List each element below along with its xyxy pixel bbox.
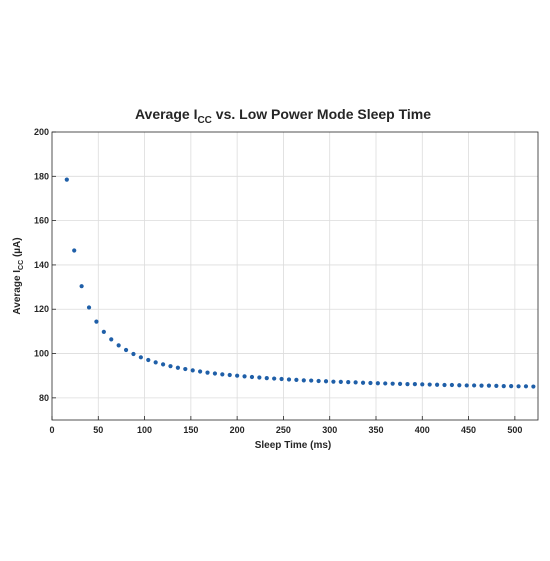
data-point	[153, 360, 158, 365]
y-axis-ticks: 80 100 120 140 160 180 200	[34, 127, 56, 403]
data-point	[235, 373, 240, 378]
x-axis-label: Sleep Time (ms)	[255, 440, 332, 451]
data-point	[338, 379, 343, 384]
data-point	[479, 383, 484, 388]
data-point	[86, 305, 92, 310]
data-point	[397, 381, 403, 386]
data-point	[257, 375, 262, 380]
data-point	[294, 377, 299, 383]
data-point	[472, 383, 477, 388]
y-axis-label: Average ICC (µA)	[12, 237, 25, 314]
y-axis-label-suffix: (µA)	[12, 237, 23, 259]
plot-area-background	[52, 132, 538, 420]
data-point	[205, 370, 210, 375]
data-point	[94, 319, 99, 324]
data-point	[183, 366, 188, 372]
data-point	[131, 351, 136, 357]
y-tick-label: 160	[34, 216, 49, 226]
data-point	[249, 374, 255, 380]
data-point	[375, 381, 380, 386]
data-point	[116, 343, 121, 348]
chart-title: Average ICC vs. Low Power Mode Sleep Tim…	[135, 106, 431, 126]
x-tick-label: 150	[183, 425, 198, 435]
data-point	[272, 376, 277, 381]
x-tick-label: 500	[507, 425, 522, 435]
x-tick-label: 200	[230, 425, 245, 435]
data-point	[501, 384, 506, 389]
data-point	[301, 378, 306, 383]
x-tick-label: 100	[137, 425, 152, 435]
plot-area-border	[51, 131, 539, 421]
y-axis-label-subscript: CC	[18, 260, 25, 270]
data-point	[212, 371, 218, 376]
data-point	[383, 381, 388, 386]
data-point	[353, 380, 358, 385]
data-point	[79, 284, 84, 289]
data-point	[442, 382, 447, 388]
data-point	[242, 374, 247, 379]
data-point	[531, 384, 536, 389]
data-point	[198, 369, 203, 374]
data-point	[509, 384, 514, 389]
x-tick-label: 250	[276, 425, 291, 435]
data-point	[138, 355, 143, 360]
data-point	[146, 357, 151, 363]
data-points	[64, 177, 536, 389]
data-point	[160, 362, 166, 367]
data-point	[523, 384, 529, 389]
y-tick-label: 180	[34, 171, 49, 181]
data-point	[405, 382, 410, 387]
y-tick-label: 120	[34, 304, 49, 314]
data-point	[390, 381, 395, 386]
data-point	[420, 382, 425, 387]
x-tick-label: 450	[461, 425, 476, 435]
x-tick-label: 0	[49, 425, 54, 435]
x-tick-label: 50	[93, 425, 103, 435]
y-tick-label: 100	[34, 349, 49, 359]
data-point	[64, 177, 69, 182]
y-tick-label: 140	[34, 260, 49, 270]
data-point	[516, 384, 521, 389]
data-point	[168, 364, 173, 369]
data-point	[449, 382, 455, 388]
data-point	[486, 383, 492, 388]
data-point	[316, 378, 321, 384]
data-point	[323, 379, 329, 384]
x-tick-label: 300	[322, 425, 337, 435]
data-point	[72, 248, 77, 253]
data-point	[331, 379, 336, 384]
y-tick-label: 200	[34, 127, 49, 137]
data-point	[109, 337, 114, 342]
data-point	[286, 377, 292, 382]
data-point	[227, 372, 232, 378]
x-axis-ticks: 0 50 100 150 200 250 300 350 400 450 500	[49, 416, 522, 435]
data-point	[279, 376, 284, 382]
data-point	[190, 368, 195, 373]
data-point	[427, 382, 432, 387]
x-tick-label: 400	[415, 425, 430, 435]
data-point	[346, 380, 351, 385]
data-point	[412, 382, 417, 387]
y-tick-label: 80	[39, 393, 49, 403]
data-point	[368, 380, 373, 386]
chart-title-subscript: CC	[197, 115, 211, 126]
data-point	[101, 329, 106, 334]
x-tick-label: 350	[368, 425, 383, 435]
data-point	[175, 365, 180, 370]
data-point	[464, 383, 469, 388]
data-point	[434, 382, 440, 387]
data-point	[457, 383, 462, 388]
data-point	[494, 383, 499, 388]
data-point	[309, 378, 314, 383]
chart-title-suffix: vs. Low Power Mode Sleep Time	[212, 106, 431, 122]
data-point	[220, 372, 225, 377]
data-point	[123, 347, 129, 353]
data-point	[264, 376, 269, 381]
data-point	[360, 380, 366, 385]
